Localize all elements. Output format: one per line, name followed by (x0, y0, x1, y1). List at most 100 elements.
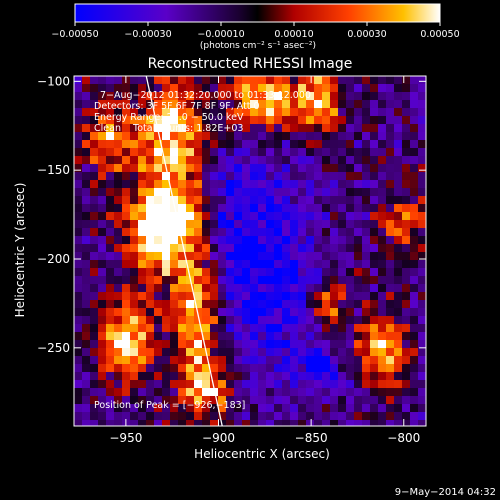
heatmap-cell (346, 332, 355, 341)
heatmap-cell (306, 388, 315, 397)
heatmap-cell (394, 92, 403, 101)
heatmap-cell (354, 276, 363, 285)
heatmap-cell (314, 196, 323, 205)
heatmap-cell (202, 124, 211, 133)
heatmap-cell (394, 356, 403, 365)
heatmap-cell (402, 372, 411, 381)
heatmap-cell (90, 108, 99, 117)
heatmap-cell (146, 228, 155, 237)
heatmap-cell (122, 236, 131, 245)
heatmap-cell (298, 396, 307, 405)
heatmap-cell (178, 380, 187, 389)
heatmap-cell (266, 84, 275, 93)
heatmap-cell (282, 196, 291, 205)
heatmap-cell (210, 140, 219, 149)
heatmap-cell (330, 172, 339, 181)
heatmap-cell (74, 380, 83, 389)
heatmap-cell (306, 212, 315, 221)
heatmap-cell (290, 404, 299, 413)
heatmap-cell (114, 284, 123, 293)
heatmap-cell (170, 412, 179, 421)
heatmap-cell (218, 292, 227, 301)
heatmap-cell (250, 316, 259, 325)
heatmap-cell (114, 132, 123, 141)
heatmap-cell (130, 300, 139, 309)
solar-limb-line (145, 76, 223, 426)
heatmap-cell (218, 108, 227, 117)
heatmap-cell (122, 116, 131, 125)
heatmap-cell (114, 244, 123, 253)
heatmap-cell (74, 308, 83, 317)
heatmap-cell (306, 300, 315, 309)
heatmap-cell (162, 148, 171, 157)
heatmap-cell (210, 252, 219, 261)
heatmap-cell (386, 76, 395, 85)
heatmap-cell (154, 92, 163, 101)
heatmap-cell (194, 332, 203, 341)
heatmap-cell (290, 228, 299, 237)
heatmap-cell (346, 300, 355, 309)
heatmap-cell (370, 356, 379, 365)
heatmap-cell (218, 236, 227, 245)
heatmap-cell (74, 332, 83, 341)
heatmap-cell (186, 156, 195, 165)
heatmap-cell (226, 204, 235, 213)
heatmap-cell (242, 124, 251, 133)
heatmap-cell (402, 100, 411, 109)
heatmap-cell (362, 140, 371, 149)
heatmap-cell (322, 228, 331, 237)
heatmap-cell (298, 220, 307, 229)
heatmap-cell (290, 252, 299, 261)
heatmap-cell (178, 188, 187, 197)
heatmap-cell (170, 76, 179, 85)
heatmap-cell (282, 284, 291, 293)
heatmap-cell (194, 284, 203, 293)
heatmap-cell (362, 420, 371, 426)
heatmap-cell (370, 172, 379, 181)
heatmap-cell (338, 412, 347, 421)
heatmap-cell (82, 388, 91, 397)
heatmap-cell (338, 404, 347, 413)
heatmap-cell (234, 372, 243, 381)
heatmap-cell (290, 108, 299, 117)
heatmap-cell (298, 316, 307, 325)
heatmap-cell (218, 244, 227, 253)
heatmap-cell (210, 420, 219, 426)
heatmap-cell (290, 220, 299, 229)
heatmap-cell (402, 196, 411, 205)
heatmap-cell (314, 308, 323, 317)
heatmap-cell (258, 276, 267, 285)
heatmap-cell (226, 196, 235, 205)
heatmap-cell (386, 332, 395, 341)
heatmap-cell (194, 244, 203, 253)
heatmap-cell (330, 164, 339, 173)
heatmap-cell (338, 332, 347, 341)
heatmap-cell (330, 276, 339, 285)
heatmap-cell (242, 268, 251, 277)
heatmap-cell (266, 364, 275, 373)
heatmap-cell (162, 292, 171, 301)
heatmap-cell (314, 108, 323, 117)
heatmap-cell (210, 364, 219, 373)
heatmap-cell (154, 420, 163, 426)
heatmap-cell (242, 228, 251, 237)
heatmap-cell (250, 380, 259, 389)
heatmap-cell (186, 100, 195, 109)
heatmap-cell (402, 276, 411, 285)
heatmap-cell (210, 180, 219, 189)
heatmap-cell (90, 172, 99, 181)
heatmap-cell (98, 388, 107, 397)
heatmap-cell (418, 420, 426, 426)
heatmap-cell (250, 156, 259, 165)
heatmap-cell (234, 420, 243, 426)
heatmap-cell (322, 148, 331, 157)
heatmap-cell (202, 380, 211, 389)
heatmap-cell (290, 364, 299, 373)
heatmap-cell (298, 108, 307, 117)
heatmap-cell (154, 148, 163, 157)
heatmap-cell (386, 204, 395, 213)
heatmap-cell (346, 340, 355, 349)
heatmap-cell (282, 92, 291, 101)
heatmap-cell (290, 260, 299, 269)
heatmap-cell (218, 172, 227, 181)
